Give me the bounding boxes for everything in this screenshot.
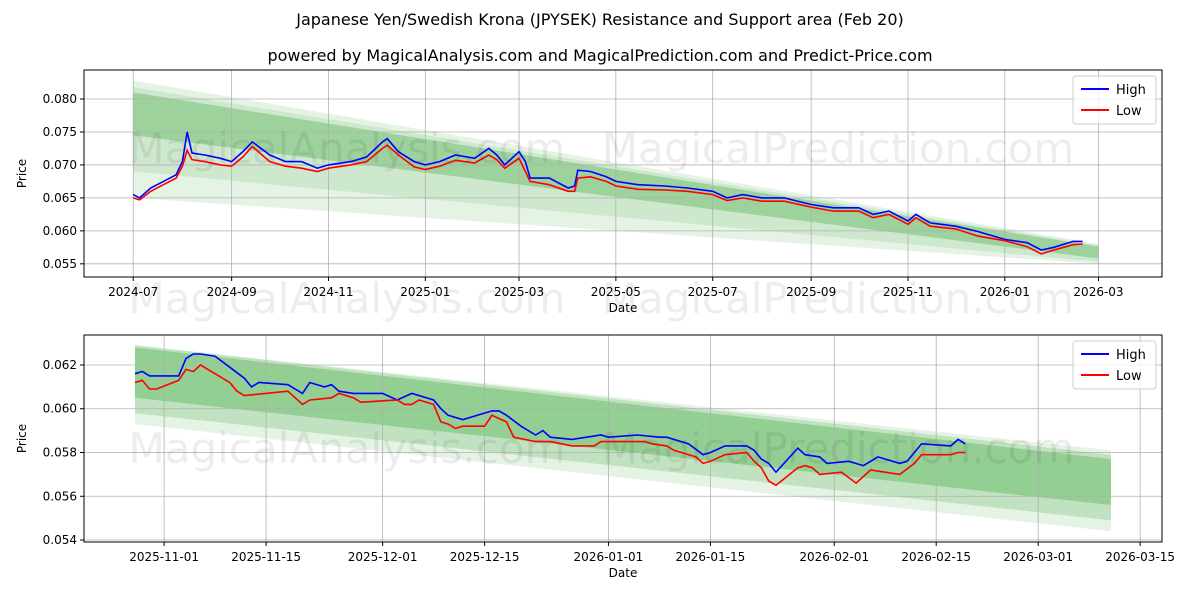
chart-panel-2: 2025-11-01 2025-11-15 2025-12-01 2025-12-15… [15,334,1175,580]
chart-title: Japanese Yen/Swedish Krona (JPYSEK) Resi… [296,10,904,29]
y-tick-label: 0.060 [43,224,77,238]
y-tick-label: 0.075 [43,125,77,139]
legend-label-high: High [1116,348,1146,363]
x-axis-label: Date [609,566,638,580]
x-tick-label: 2025-05 [591,285,641,299]
x-tick-label: 2025-12-15 [450,550,520,564]
x-tick-label: 2025-11 [883,285,933,299]
x-tick-label: 2025-07 [688,285,738,299]
x-tick-label: 2026-01-01 [574,550,644,564]
x-tick-label: 2026-01 [980,285,1030,299]
x-tick-label: 2025-11-15 [231,550,301,564]
legend-label-high: High [1116,83,1146,98]
y-axis-label: Price [15,424,29,453]
legend-label-low: Low [1116,369,1142,384]
x-tick-label: 2024-07 [108,285,158,299]
y-tick-label: 0.065 [43,191,77,205]
watermark: MagicalPrediction.com [602,124,1075,173]
y-tick-label: 0.080 [43,92,77,106]
y-tick-label: 0.054 [43,533,77,547]
legend: High Low [1072,75,1157,125]
x-tick-label: 2024-09 [207,285,257,299]
watermark: MagicalAnalysis.com [129,274,566,323]
y-tick-label: 0.058 [43,446,77,460]
series-line-low [134,364,966,487]
x-tick-label: 2026-01-15 [676,550,746,564]
chart-panel-1: 2024-07 2024-09 2024-11 2025-01 2025-03 2025-… [15,69,1163,315]
chart-subtitle: powered by MagicalAnalysis.com and Magic… [267,46,933,65]
y-tick-label: 0.062 [43,358,77,372]
x-tick-label: 2025-09 [786,285,836,299]
series-line-high [134,353,966,474]
resistance-support-band [134,345,1112,532]
legend-label-low: Low [1116,104,1142,119]
y-tick-label: 0.055 [43,257,77,271]
x-axis-label: Date [609,301,638,315]
resistance-support-band [134,347,1112,506]
x-tick-label: 2026-02-15 [901,550,971,564]
watermark: MagicalPrediction.com [602,424,1075,473]
x-tick-label: 2025-01 [400,285,450,299]
axes-frame [83,69,1163,278]
series-line-high [132,131,1083,251]
x-tick-label: 2026-03-15 [1105,550,1175,564]
y-axis-label: Price [15,159,29,188]
y-tick-label: 0.060 [43,402,77,416]
y-tick-label: 0.056 [43,489,77,503]
x-tick-label: 2025-11-01 [129,550,199,564]
x-tick-label: 2026-03-01 [1003,550,1073,564]
x-tick-label: 2026-03 [1073,285,1123,299]
watermark: MagicalPrediction.com [602,274,1075,323]
legend: High Low [1072,340,1157,390]
x-tick-label: 2025-12-01 [348,550,418,564]
x-tick-label: 2026-02-01 [799,550,869,564]
x-tick-label: 2024-11 [303,285,353,299]
x-tick-label: 2025-03 [494,285,544,299]
series-line-low [132,144,1083,255]
watermark: MagicalAnalysis.com [129,424,566,473]
y-tick-label: 0.070 [43,158,77,172]
resistance-support-band [134,345,1112,521]
axes-frame [83,334,1163,543]
